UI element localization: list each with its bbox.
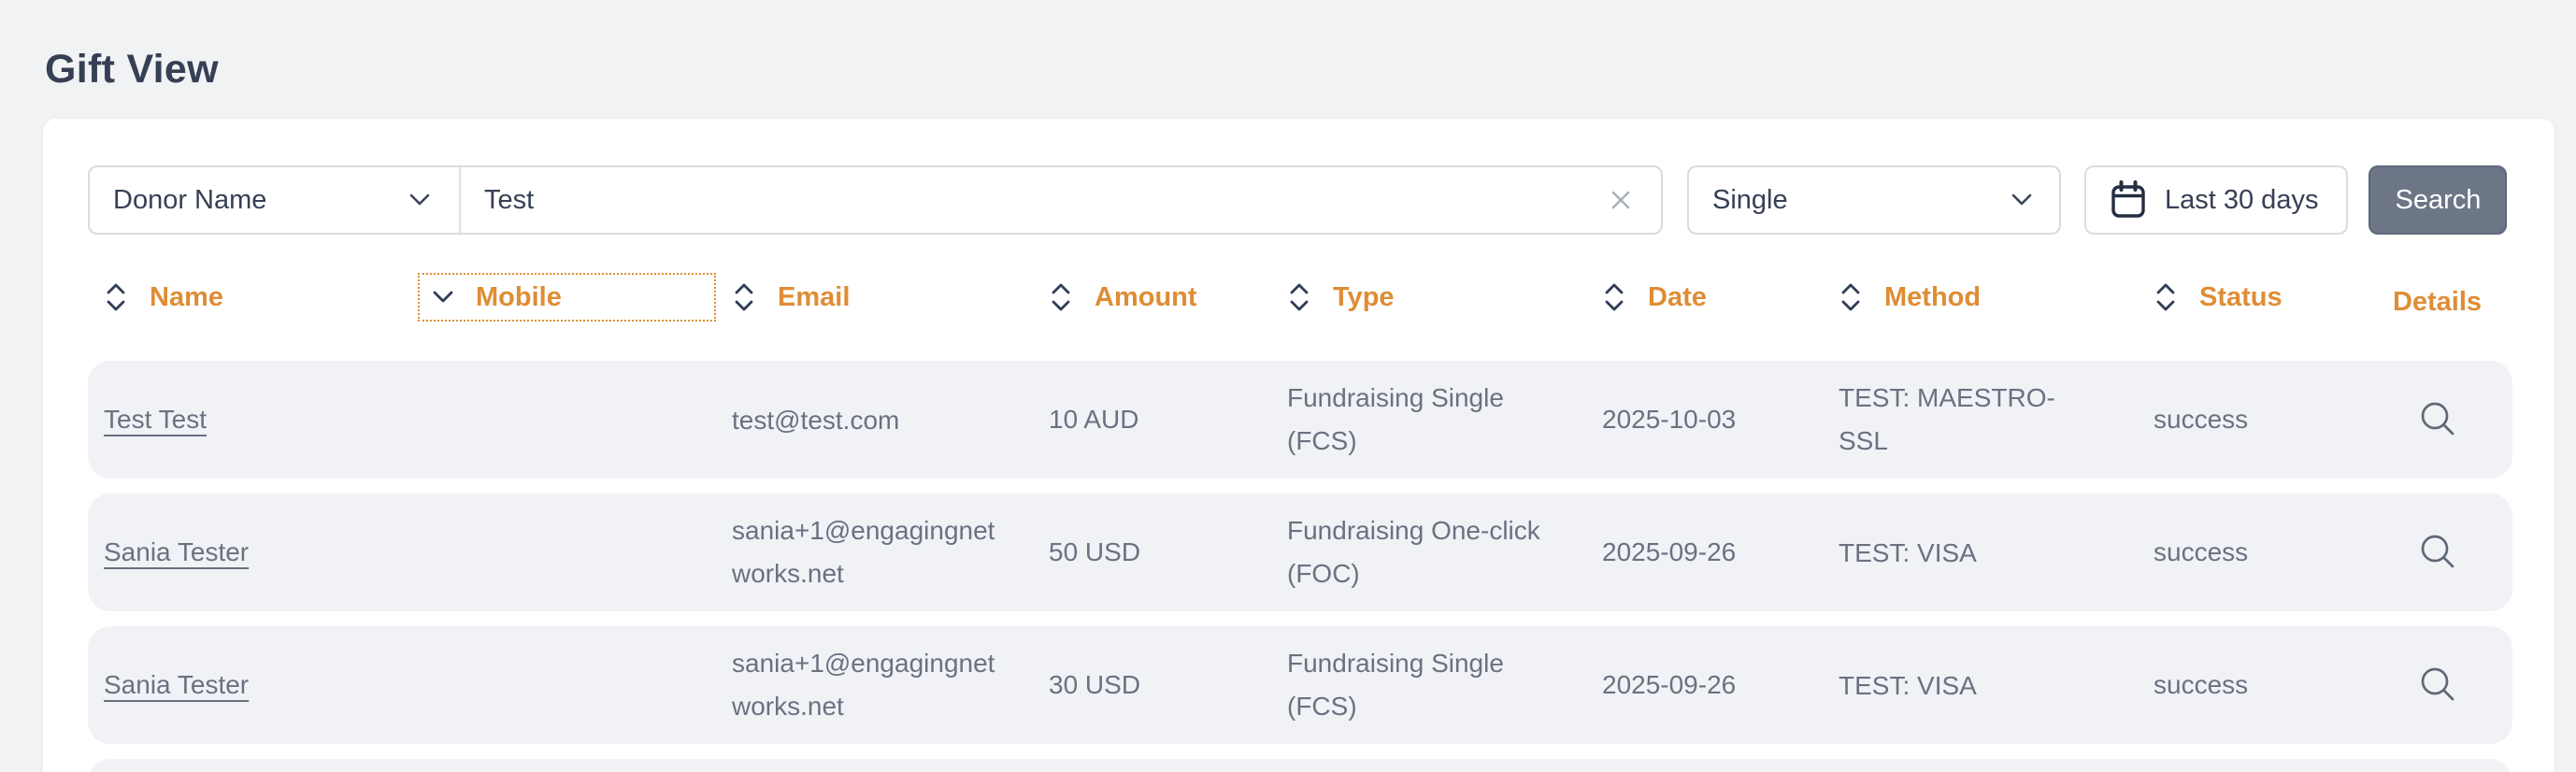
gift-view-card: Donor Name Single xyxy=(43,119,2555,772)
sort-icon[interactable] xyxy=(2154,281,2178,313)
cell-details xyxy=(2362,665,2512,706)
table-row: Sania Tester sania+1@engagingnetworks.ne… xyxy=(88,626,2512,744)
cell-method: TEST: VISA xyxy=(1839,670,1977,700)
cell-status: success xyxy=(2154,670,2249,699)
column-header-amount[interactable]: Amount xyxy=(1033,281,1271,313)
date-range-label: Last 30 days xyxy=(2165,184,2319,215)
column-label: Email xyxy=(778,281,851,312)
sort-icon[interactable] xyxy=(1602,281,1626,313)
field-divider xyxy=(459,167,461,233)
gift-type-select-value: Single xyxy=(1712,184,1788,215)
column-header-name[interactable]: Name xyxy=(88,281,402,313)
cell-date: 2025-09-26 xyxy=(1602,537,1737,566)
column-label: Amount xyxy=(1095,281,1197,312)
cell-name: Sania Tester xyxy=(88,664,402,707)
column-header-email[interactable]: Email xyxy=(716,281,1033,313)
column-label: Name xyxy=(150,281,223,312)
magnifier-icon[interactable] xyxy=(2417,665,2458,706)
column-label: Date xyxy=(1648,281,1707,312)
column-header-type[interactable]: Type xyxy=(1271,281,1586,313)
chevron-down-icon xyxy=(407,192,433,208)
cell-status: success xyxy=(2154,537,2249,566)
magnifier-icon[interactable] xyxy=(2417,399,2458,440)
sort-icon[interactable] xyxy=(104,281,128,313)
calendar-icon xyxy=(2109,179,2148,221)
table-row: Test Test test@test.com 10 AUD Fundraisi… xyxy=(88,361,2512,479)
cell-type: Fundraising Single (FCS) xyxy=(1287,383,1504,455)
column-label: Type xyxy=(1333,281,1395,312)
clear-icon[interactable] xyxy=(1607,186,1635,214)
search-button[interactable]: Search xyxy=(2368,165,2508,235)
table-header: Name Mobile Email Amount xyxy=(88,273,2512,322)
chevron-down-icon xyxy=(2009,192,2035,208)
cell-type: Fundraising One-click (FOC) xyxy=(1287,516,1540,588)
cell-date: 2025-09-26 xyxy=(1602,670,1737,699)
donor-name-link[interactable]: Sania Tester xyxy=(104,537,250,566)
cell-amount: 30 USD xyxy=(1049,670,1141,699)
search-input[interactable] xyxy=(461,167,1661,233)
search-field-select[interactable]: Donor Name xyxy=(90,167,459,233)
column-header-details: Details xyxy=(2362,278,2512,318)
cell-email: sania+1@engagingnetworks.net xyxy=(732,649,995,721)
mobile-focus-box[interactable]: Mobile xyxy=(418,273,716,322)
page-title: Gift View xyxy=(45,47,219,92)
table-body: Test Test test@test.com 10 AUD Fundraisi… xyxy=(88,361,2512,772)
chevron-down-icon[interactable] xyxy=(431,289,455,306)
cell-name: Test Test xyxy=(88,398,402,441)
table-row-partial xyxy=(88,759,2512,772)
cell-date: 2025-10-03 xyxy=(1602,405,1737,434)
cell-amount: 50 USD xyxy=(1049,537,1141,566)
filters-bar: Donor Name Single xyxy=(88,165,2512,235)
donor-name-link[interactable]: Sania Tester xyxy=(104,670,250,699)
cell-details xyxy=(2362,532,2512,573)
cell-status: success xyxy=(2154,405,2249,434)
sort-icon[interactable] xyxy=(1839,281,1863,313)
search-field-select-value: Donor Name xyxy=(113,184,267,215)
column-label: Status xyxy=(2199,281,2283,312)
column-header-mobile[interactable]: Mobile xyxy=(402,273,716,322)
cell-type: Fundraising Single (FCS) xyxy=(1287,649,1504,721)
cell-method: TEST: VISA xyxy=(1839,537,1977,567)
column-label: Method xyxy=(1884,281,1982,312)
cell-amount: 10 AUD xyxy=(1049,405,1139,434)
sort-icon[interactable] xyxy=(732,281,756,313)
magnifier-icon[interactable] xyxy=(2417,532,2458,573)
column-header-status[interactable]: Status xyxy=(2138,281,2362,313)
column-header-method[interactable]: Method xyxy=(1823,281,2138,313)
gift-type-select[interactable]: Single xyxy=(1687,165,2061,235)
cell-method: TEST: MAESTRO-SSL xyxy=(1839,383,2055,455)
table-row: Sania Tester sania+1@engagingnetworks.ne… xyxy=(88,493,2512,611)
cell-name: Sania Tester xyxy=(88,531,402,574)
sort-icon[interactable] xyxy=(1287,281,1311,313)
date-range-button[interactable]: Last 30 days xyxy=(2084,165,2349,235)
column-header-date[interactable]: Date xyxy=(1586,281,1823,313)
donor-name-link[interactable]: Test Test xyxy=(104,405,207,434)
search-input-group: Donor Name xyxy=(88,165,1663,235)
sort-icon[interactable] xyxy=(1049,281,1073,313)
cell-email: sania+1@engagingnetworks.net xyxy=(732,516,995,588)
column-label: Details xyxy=(2392,286,2483,317)
cell-details xyxy=(2362,399,2512,440)
column-label: Mobile xyxy=(476,281,562,312)
cell-email: test@test.com xyxy=(732,405,900,435)
search-wrap xyxy=(461,167,1661,233)
